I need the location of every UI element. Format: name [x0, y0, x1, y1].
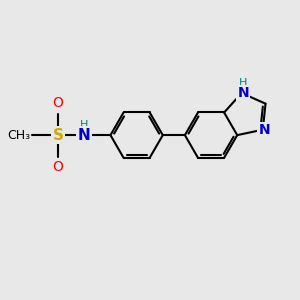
Text: H: H	[239, 78, 247, 88]
Text: N: N	[259, 123, 270, 137]
Text: H: H	[80, 120, 88, 130]
Text: O: O	[53, 96, 64, 110]
Text: O: O	[53, 160, 64, 174]
Text: S: S	[53, 128, 64, 142]
Text: N: N	[78, 128, 91, 142]
Text: CH₃: CH₃	[8, 129, 31, 142]
Text: N: N	[237, 86, 249, 100]
